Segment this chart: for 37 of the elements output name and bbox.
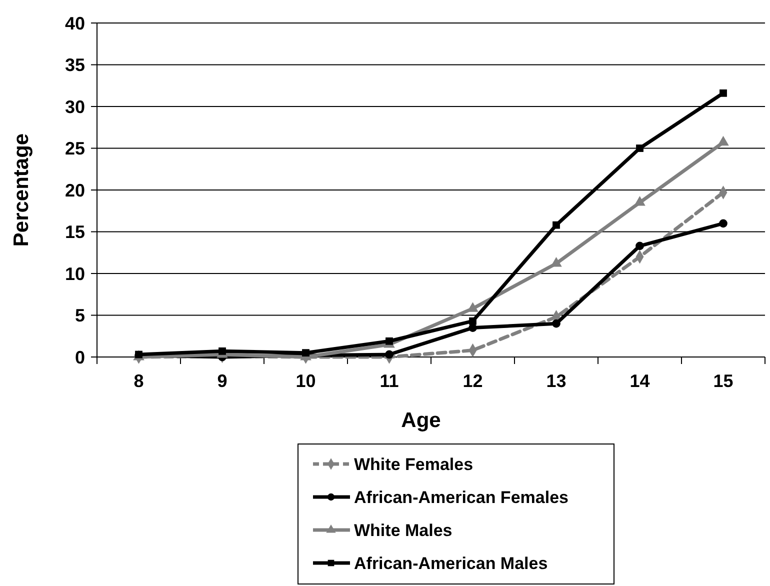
point (718, 136, 729, 146)
x-axis-title: Age (401, 409, 441, 432)
point (218, 347, 226, 355)
point (386, 337, 393, 345)
point (469, 317, 476, 325)
point (550, 256, 562, 267)
point (552, 221, 560, 229)
point (636, 242, 644, 250)
x-tick-label: 8 (134, 371, 144, 391)
y-tick-label: 5 (74, 306, 85, 326)
x-tick-label: 10 (296, 371, 316, 391)
x-tick-label: 14 (630, 371, 650, 391)
y-tick-label: 10 (64, 264, 85, 284)
point (302, 349, 310, 357)
y-tick-label: 25 (64, 138, 85, 159)
x-tick-label: 11 (380, 371, 399, 391)
point (385, 350, 394, 359)
x-tick-label: 9 (217, 371, 228, 391)
point (636, 144, 644, 152)
legend-label: White Males (354, 520, 452, 540)
y-axis-title: Percentage (10, 133, 33, 247)
legend-label: African-American Females (354, 488, 568, 507)
y-tick-label: 15 (64, 222, 85, 242)
y-tick-label: 35 (64, 55, 85, 76)
point (720, 89, 727, 97)
point (719, 219, 728, 228)
x-tick-label: 15 (713, 371, 734, 391)
legend-label: White Females (354, 454, 474, 474)
x-tick-label: 12 (462, 371, 483, 391)
legend-label: African-American Males (354, 554, 548, 573)
y-tick-label: 0 (74, 347, 85, 368)
x-tick-label: 13 (546, 371, 566, 391)
y-tick-label: 20 (64, 180, 85, 200)
point (552, 319, 560, 328)
point (634, 196, 646, 206)
y-tick-label: 30 (64, 96, 85, 117)
y-tick-label: 40 (64, 13, 85, 34)
